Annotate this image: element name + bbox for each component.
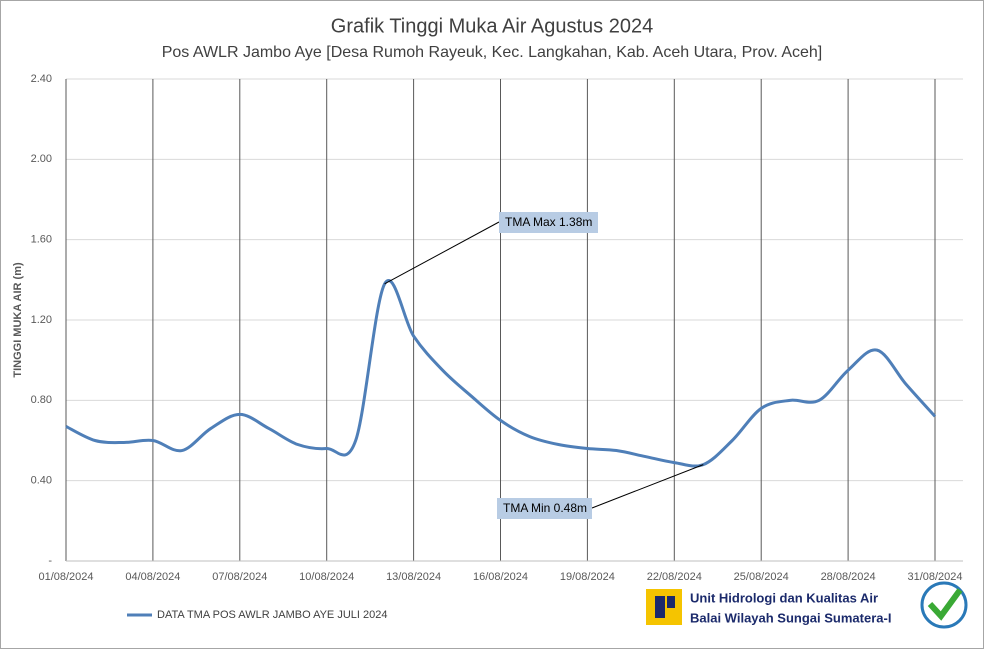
- annotation-leader: [591, 464, 704, 509]
- annotation: TMA Min 0.48m: [503, 501, 587, 515]
- y-tick-label: 1.60: [31, 234, 52, 246]
- y-axis-label: TINGGI MUKA AIR (m): [12, 262, 24, 378]
- x-tick-label: 10/08/2024: [299, 571, 354, 583]
- footer-line: Unit Hidrologi dan Kualitas Air: [690, 590, 878, 605]
- chart-title: Grafik Tinggi Muka Air Agustus 2024: [331, 15, 653, 37]
- x-tick-label: 01/08/2024: [38, 571, 93, 583]
- legend-label: DATA TMA POS AWLR JAMBO AYE JULI 2024: [157, 609, 387, 621]
- y-tick-label: 0.80: [31, 394, 52, 406]
- x-tick-label: 13/08/2024: [386, 571, 441, 583]
- logo-shape: [667, 596, 675, 608]
- badge-check: [927, 588, 963, 621]
- x-tick-label: 07/08/2024: [212, 571, 267, 583]
- x-tick-label: 16/08/2024: [473, 571, 528, 583]
- footer-line: Balai Wilayah Sungai Sumatera-I: [690, 610, 891, 625]
- series-line: [65, 279, 937, 468]
- y-tick-label: -: [48, 555, 52, 567]
- x-tick-label: 22/08/2024: [647, 571, 702, 583]
- x-tick-label: 28/08/2024: [821, 571, 876, 583]
- x-tick-label: 19/08/2024: [560, 571, 615, 583]
- chart-subtitle: Pos AWLR Jambo Aye [Desa Rumoh Rayeuk, K…: [162, 44, 823, 61]
- x-tick-label: 04/08/2024: [125, 571, 180, 583]
- annotation-box: [497, 498, 592, 519]
- y-tick-label: 2.00: [31, 153, 52, 165]
- logo-shape: [655, 596, 665, 618]
- annotation-box: [499, 212, 598, 233]
- annotation-leader: [384, 221, 500, 285]
- y-tick-label: 2.40: [31, 73, 52, 85]
- x-tick-label: 25/08/2024: [734, 571, 789, 583]
- annotation: TMA Max 1.38m: [505, 215, 592, 229]
- iso-badge: [920, 581, 968, 629]
- y-tick-label: 1.20: [31, 314, 52, 326]
- x-tick-label: 31/08/2024: [907, 571, 962, 583]
- y-tick-label: 0.40: [31, 475, 52, 487]
- pu-logo: [646, 589, 682, 625]
